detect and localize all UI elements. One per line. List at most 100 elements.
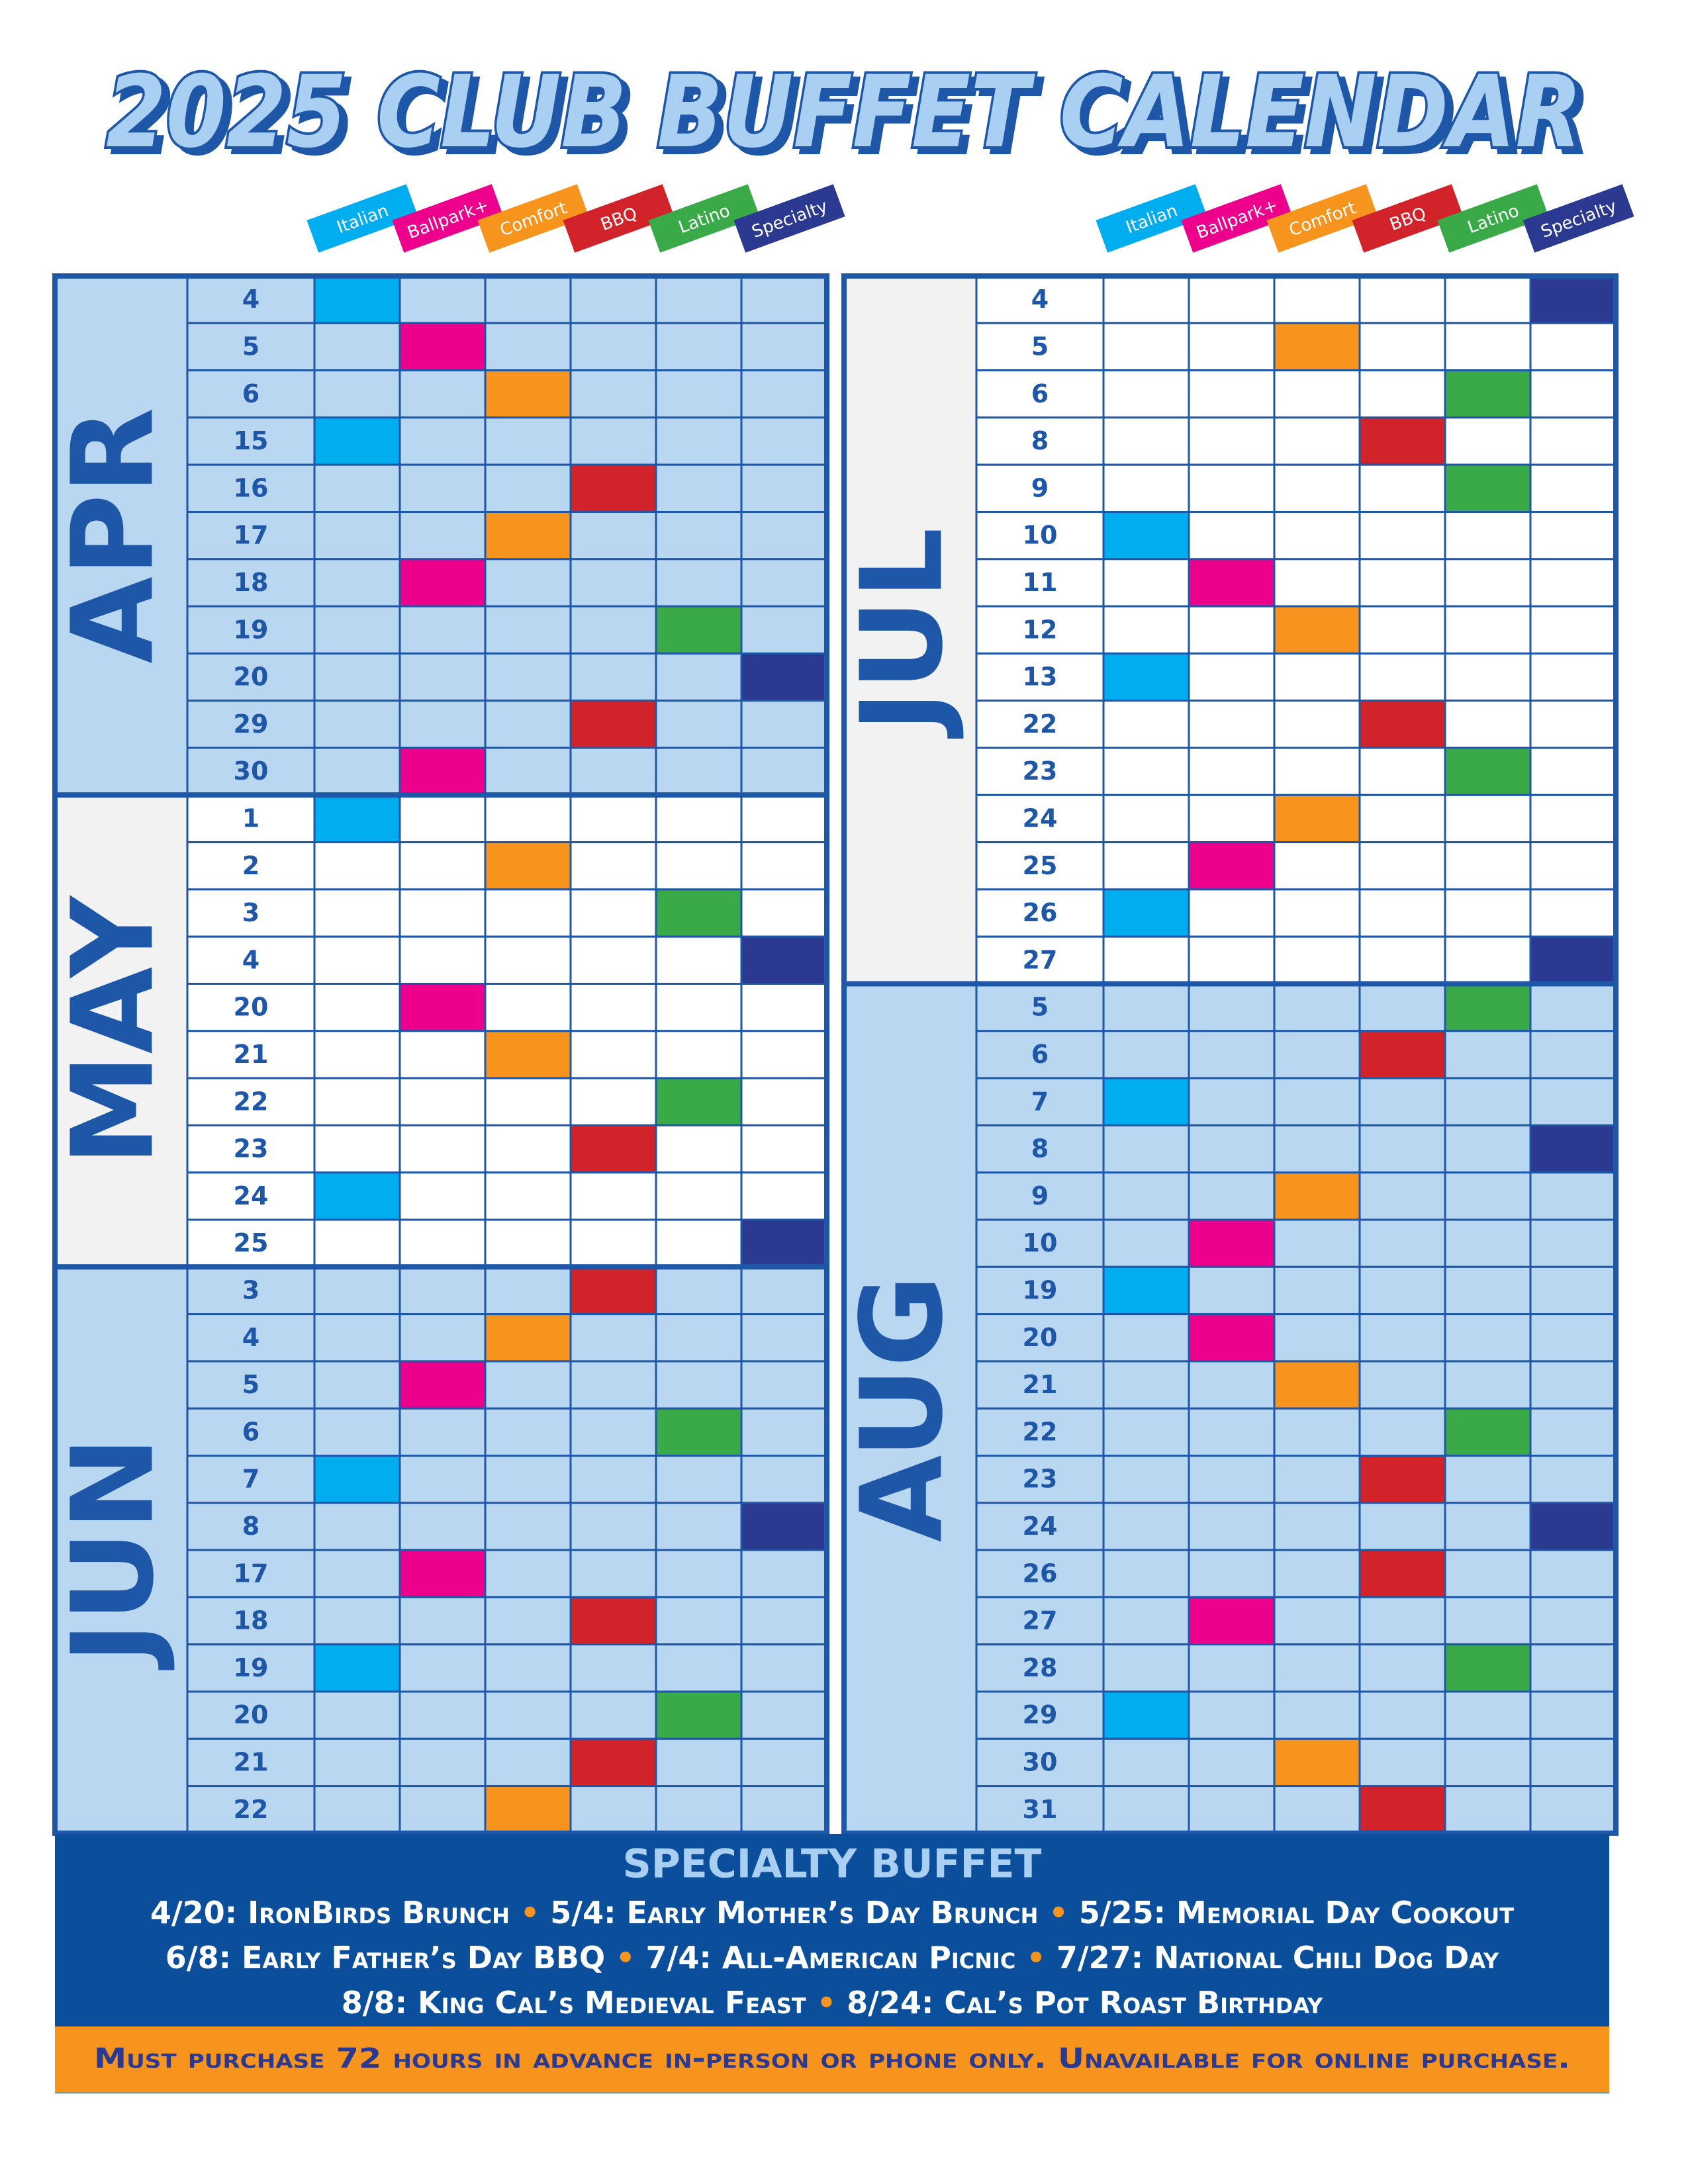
buffet-cell [484, 1030, 572, 1079]
day-number: 19 [234, 615, 269, 644]
grid-cell [569, 1502, 657, 1551]
day-number: 30 [234, 756, 269, 786]
tag-background [648, 184, 760, 253]
grid-cell [1529, 1643, 1617, 1693]
buffet-cell [655, 1077, 743, 1126]
grid-cell [1529, 369, 1617, 419]
grid-cell [484, 1407, 572, 1457]
grid-cell [1273, 1265, 1361, 1316]
grid-cell [1102, 1124, 1190, 1174]
day-number: 25 [234, 1228, 269, 1257]
buffet-cell [1358, 416, 1446, 466]
grid-cell [740, 1030, 828, 1079]
grid-cell [655, 1171, 743, 1221]
grid-cell [1102, 1171, 1190, 1221]
grid-cell [740, 1407, 828, 1457]
day-number: 7 [242, 1465, 259, 1494]
grid-cell [484, 1077, 572, 1126]
buffet-cell [484, 1313, 572, 1363]
grid-cell [484, 1218, 572, 1268]
grid-cell [1444, 416, 1532, 466]
grid-cell [1444, 1124, 1532, 1174]
buffet-cell [655, 605, 743, 655]
grid-cell [313, 1785, 401, 1835]
day-number: 20 [1023, 1323, 1058, 1352]
grid-cell [569, 275, 657, 324]
grid-cell [1444, 1171, 1532, 1221]
grid-cell [655, 1643, 743, 1693]
day-number: 11 [1023, 568, 1058, 597]
day-number: 4 [242, 285, 259, 314]
grid-cell [1444, 1455, 1532, 1504]
grid-cell [740, 605, 828, 655]
grid-cell [484, 1455, 572, 1504]
buffet-cell [399, 322, 487, 372]
day-number: 29 [234, 709, 269, 739]
day-number: 6 [242, 1417, 259, 1446]
grid-cell [1444, 841, 1532, 891]
tag-background [563, 184, 675, 253]
grid-cell [1273, 511, 1361, 561]
grid-cell [1273, 841, 1361, 891]
month-border [52, 1264, 829, 1836]
grid-cell [1273, 747, 1361, 796]
tag-background [1523, 184, 1634, 253]
grid-cell [1188, 416, 1276, 466]
grid-cell [569, 1360, 657, 1410]
grid-cell [484, 1643, 572, 1693]
buffet-cell [313, 1455, 401, 1504]
buffet-cell [1444, 983, 1532, 1032]
day-number: 24 [1023, 803, 1058, 833]
buffet-cell [1444, 1643, 1532, 1693]
day-cell [186, 1360, 316, 1410]
grid-cell [1358, 322, 1446, 372]
buffet-cell [740, 652, 828, 702]
grid-cell [1358, 1737, 1446, 1788]
grid-cell [1273, 1785, 1361, 1835]
grid-cell [569, 558, 657, 608]
grid-cell [1273, 275, 1361, 324]
grid-cell [1273, 1407, 1361, 1457]
grid-cell [399, 1737, 487, 1788]
day-cell [975, 700, 1105, 749]
grid-cell [313, 841, 401, 891]
specialty-line: 6/8: Early Father’s Day BBQ • 7/4: All-A… [165, 1940, 1499, 1976]
grid-cell [1102, 1407, 1190, 1457]
grid-cell [313, 1407, 401, 1457]
buffet-cell [1273, 1171, 1361, 1221]
buffet-cell [1358, 1785, 1446, 1835]
grid-cell [1188, 1549, 1276, 1598]
grid-cell [1358, 605, 1446, 655]
grid-cell [1102, 794, 1190, 844]
grid-cell [1358, 652, 1446, 702]
grid-cell [313, 1502, 401, 1551]
grid-cell [1358, 1360, 1446, 1410]
grid-cell [313, 463, 401, 514]
grid-cell [1358, 1124, 1446, 1174]
day-number: 4 [242, 945, 259, 974]
grid-cell [1529, 747, 1617, 796]
grid-cell [569, 1030, 657, 1079]
day-cell [975, 1171, 1105, 1221]
specialty-line: 4/20: IronBirds Brunch • 5/4: Early Moth… [150, 1895, 1514, 1931]
day-number: 8 [1031, 1134, 1049, 1163]
day-cell [975, 1218, 1105, 1268]
buffet-cell [313, 1643, 401, 1693]
grid-cell [1188, 1124, 1276, 1174]
grid-cell [655, 983, 743, 1032]
buffet-cell [1529, 935, 1617, 985]
buffet-cell [313, 794, 401, 844]
grid-cell [1102, 1549, 1190, 1598]
grid-cell [399, 888, 487, 938]
tag-background [1266, 184, 1378, 253]
day-number: 19 [1023, 1275, 1058, 1304]
grid-cell [1358, 511, 1446, 561]
day-number: 10 [1023, 521, 1058, 550]
grid-cell [399, 1785, 487, 1835]
grid-cell [1102, 558, 1190, 608]
day-cell [186, 794, 316, 844]
grid-cell [1102, 1313, 1190, 1363]
day-number: 13 [1023, 662, 1058, 692]
grid-cell [655, 1218, 743, 1268]
grid-cell [655, 1265, 743, 1316]
